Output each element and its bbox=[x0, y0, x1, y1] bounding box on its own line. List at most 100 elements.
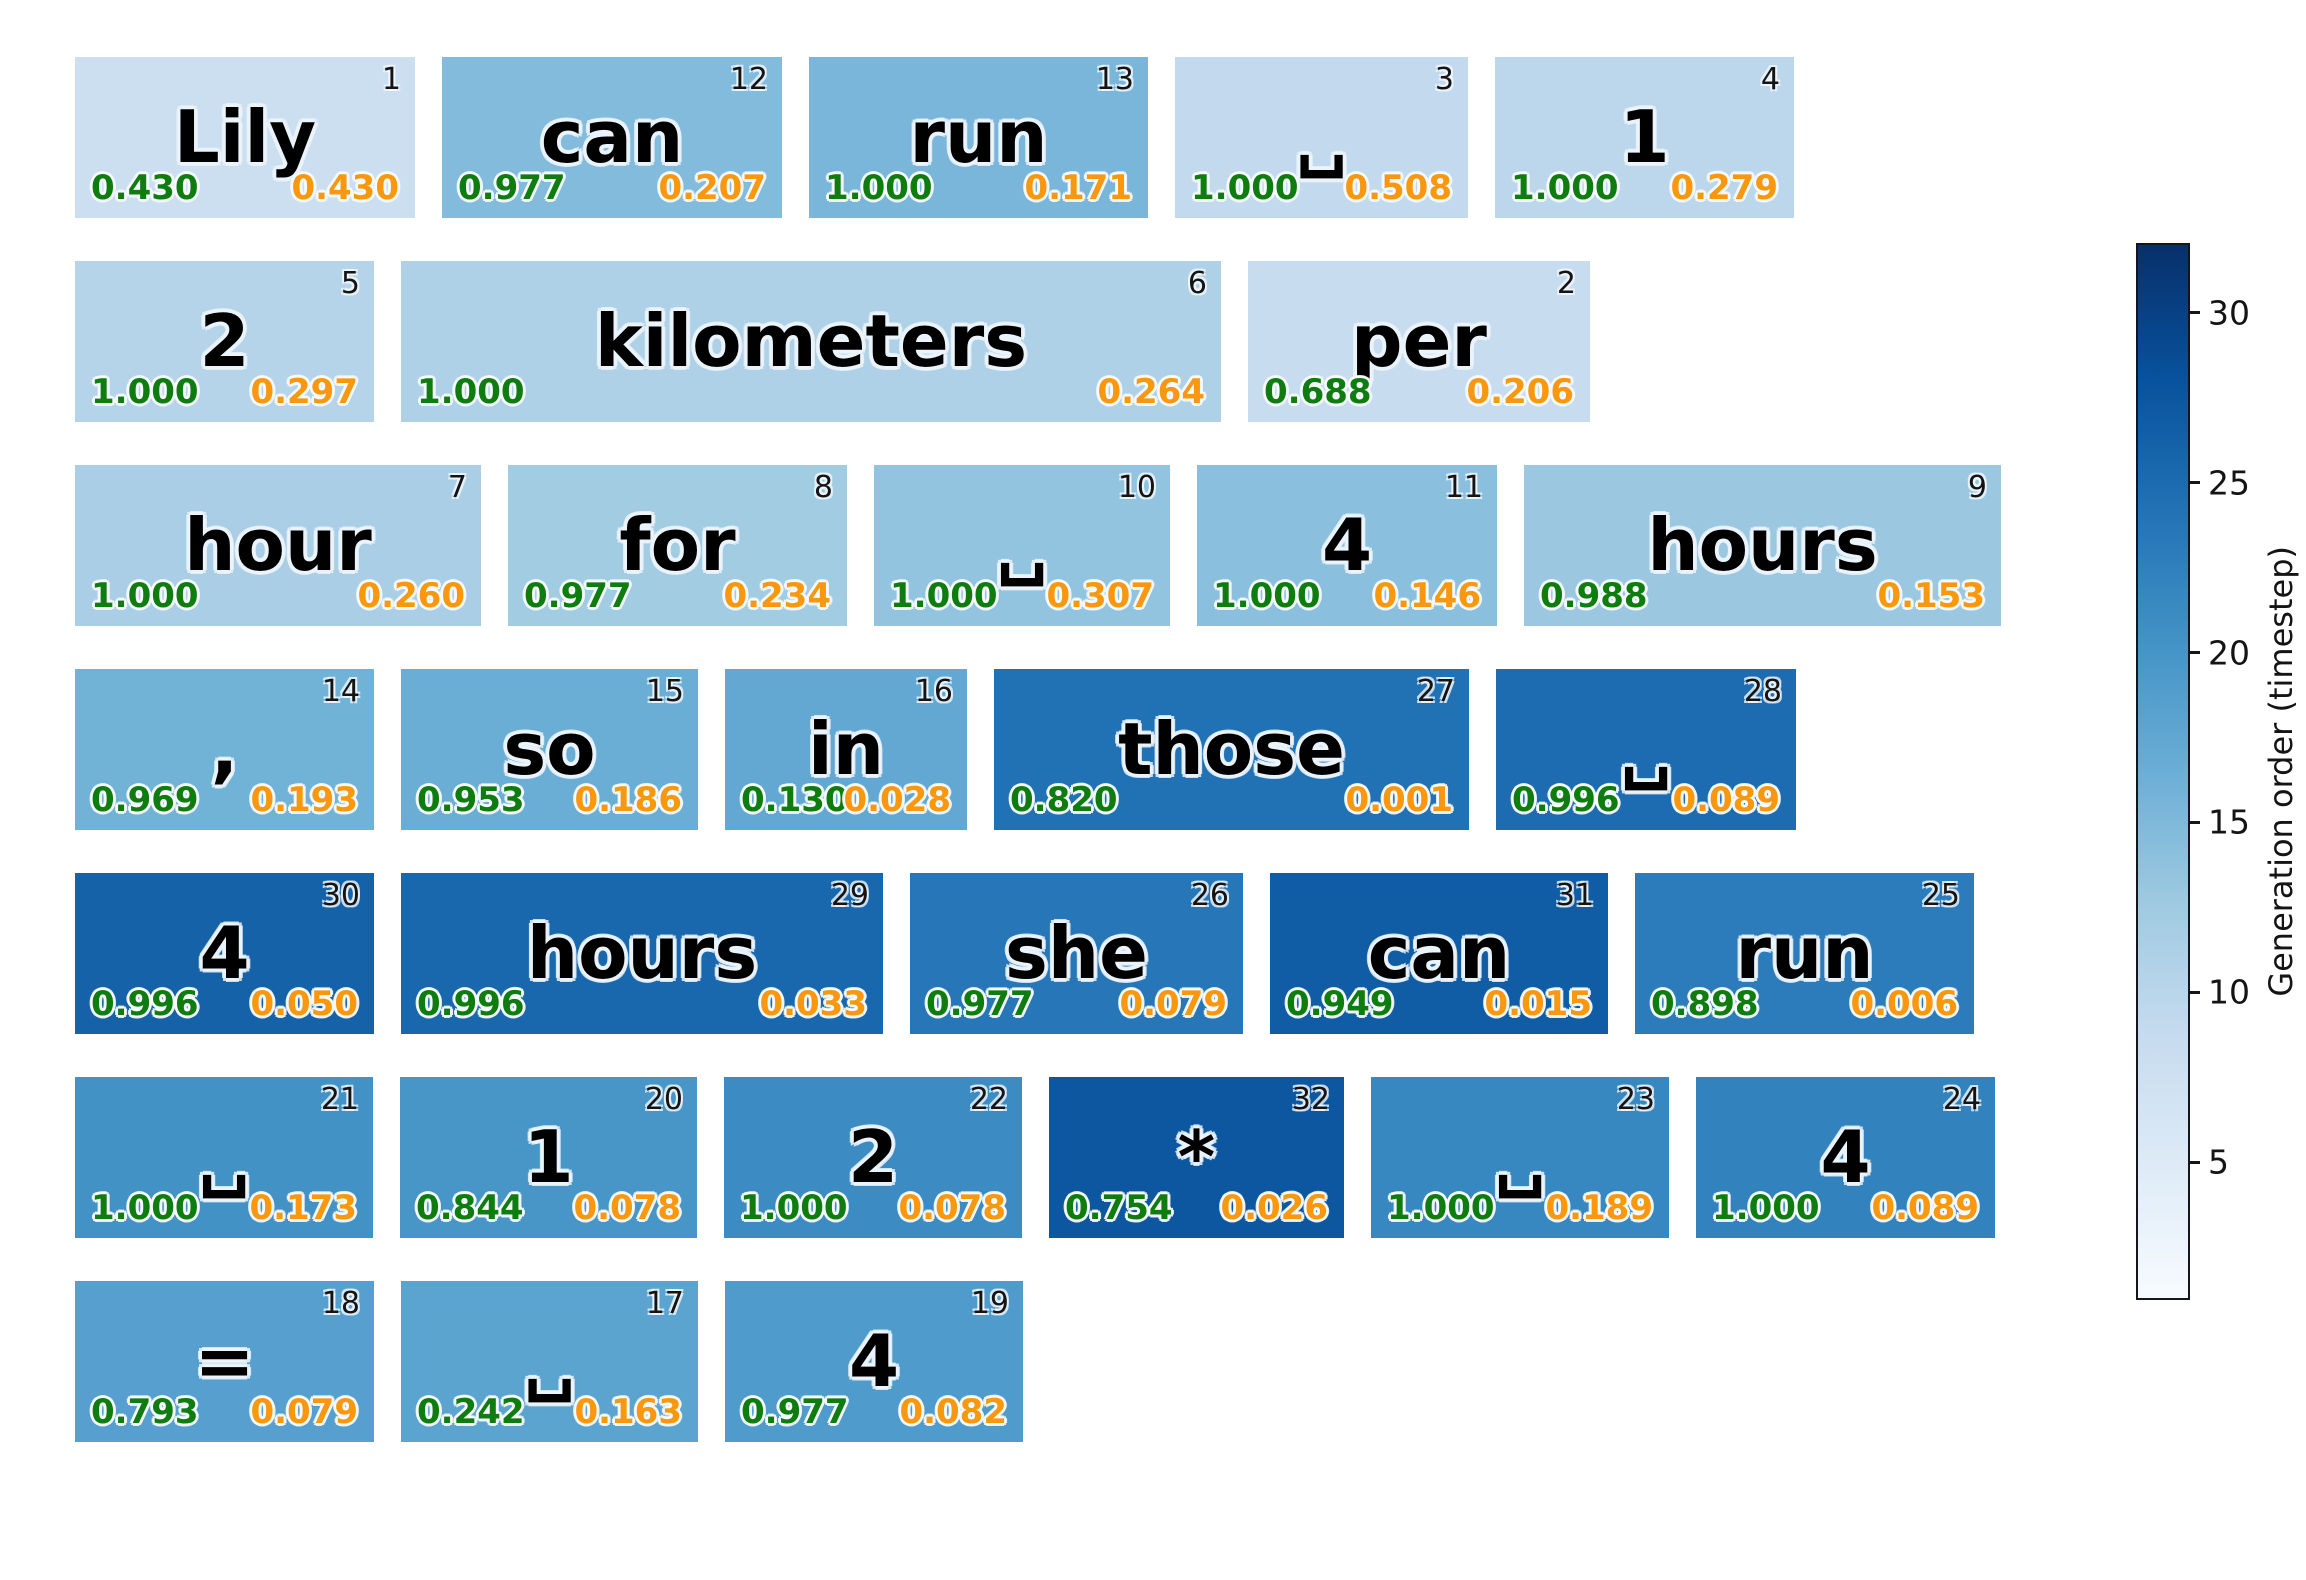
token-prob-orange: 0.193 bbox=[250, 780, 358, 820]
token-prob-orange: 0.078 bbox=[573, 1188, 681, 1228]
token-box: ␣ 3 1.000 0.508 bbox=[1175, 57, 1468, 218]
token-text: ␣ bbox=[996, 503, 1048, 587]
token-step: 27 bbox=[1416, 674, 1455, 709]
token-step: 25 bbox=[1921, 878, 1960, 913]
token-text: hour bbox=[184, 503, 372, 587]
token-prob-green: 0.996 bbox=[91, 984, 199, 1024]
token-prob-orange: 0.186 bbox=[574, 780, 682, 820]
token-prob-orange: 0.508 bbox=[1344, 168, 1452, 208]
token-box: ␣ 17 0.242 0.163 bbox=[401, 1281, 698, 1442]
token-box: 1 4 1.000 0.279 bbox=[1495, 57, 1794, 218]
token-text: 4 bbox=[848, 1319, 900, 1403]
colorbar-tick-label: 5 bbox=[2208, 1142, 2229, 1182]
token-prob-green: 1.000 bbox=[740, 1188, 848, 1228]
token-prob-orange: 0.146 bbox=[1373, 576, 1481, 616]
colorbar-tick bbox=[2188, 990, 2200, 994]
token-text: run bbox=[909, 95, 1048, 179]
token-text: 2 bbox=[199, 299, 250, 383]
colorbar-tick bbox=[2188, 1160, 2200, 1164]
token-prob-green: 0.130 bbox=[741, 780, 849, 820]
colorbar-tick-label: 25 bbox=[2208, 463, 2250, 503]
token-prob-green: 0.996 bbox=[417, 984, 525, 1024]
token-prob-orange: 0.026 bbox=[1220, 1188, 1328, 1228]
token-text: 1 bbox=[523, 1115, 574, 1199]
token-box: 4 19 0.977 0.082 bbox=[725, 1281, 1023, 1442]
token-box: run 25 0.898 0.006 bbox=[1635, 873, 1974, 1034]
token-prob-green: 0.977 bbox=[926, 984, 1034, 1024]
token-prob-green: 0.988 bbox=[1540, 576, 1648, 616]
token-text: can bbox=[540, 95, 684, 179]
token-box: 1 20 0.844 0.078 bbox=[400, 1077, 697, 1238]
token-box: can 31 0.949 0.015 bbox=[1270, 873, 1608, 1034]
token-text: for bbox=[619, 503, 736, 587]
token-prob-green: 1.000 bbox=[417, 372, 525, 412]
token-prob-green: 0.820 bbox=[1010, 780, 1118, 820]
token-grid: Lily 1 0.430 0.430 can 12 0.977 0.207 run 13 1.000… bbox=[75, 57, 2001, 1485]
token-prob-green: 1.000 bbox=[1712, 1188, 1820, 1228]
token-row: ␣ 21 1.000 0.173 1 20 0.844 0.078 2 22 1.000 0.078 *… bbox=[75, 1077, 2001, 1238]
token-step: 6 bbox=[1187, 266, 1207, 301]
token-box: 2 22 1.000 0.078 bbox=[724, 1077, 1022, 1238]
token-row: hour 7 1.000 0.260 for 8 0.977 0.234 ␣ 10 1.000 0.3… bbox=[75, 465, 2001, 626]
token-box: 2 5 1.000 0.297 bbox=[75, 261, 374, 422]
token-text: can bbox=[1367, 911, 1511, 995]
token-prob-orange: 0.171 bbox=[1024, 168, 1132, 208]
token-box: in 16 0.130 0.028 bbox=[725, 669, 967, 830]
token-step: 3 bbox=[1434, 62, 1454, 97]
token-text: those bbox=[1118, 707, 1345, 791]
token-box: ␣ 23 1.000 0.189 bbox=[1371, 1077, 1669, 1238]
token-prob-green: 1.000 bbox=[1387, 1188, 1495, 1228]
token-box: those 27 0.820 0.001 bbox=[994, 669, 1469, 830]
token-text: 4 bbox=[199, 911, 250, 995]
token-prob-orange: 0.207 bbox=[658, 168, 766, 208]
token-text: hours bbox=[526, 911, 758, 995]
token-prob-green: 1.000 bbox=[1511, 168, 1619, 208]
token-row: Lily 1 0.430 0.430 can 12 0.977 0.207 run 13 1.000… bbox=[75, 57, 2001, 218]
token-text: kilometers bbox=[594, 299, 1028, 383]
token-box: Lily 1 0.430 0.430 bbox=[75, 57, 415, 218]
token-text: she bbox=[1005, 911, 1148, 995]
token-prob-orange: 0.260 bbox=[357, 576, 465, 616]
colorbar-tick bbox=[2188, 651, 2200, 655]
token-prob-green: 0.688 bbox=[1264, 372, 1372, 412]
token-prob-orange: 0.033 bbox=[759, 984, 867, 1024]
token-text: * bbox=[1177, 1115, 1216, 1199]
token-step: 7 bbox=[447, 470, 467, 505]
token-text: run bbox=[1735, 911, 1874, 995]
colorbar-tick bbox=[2188, 481, 2200, 485]
token-box: = 18 0.793 0.079 bbox=[75, 1281, 374, 1442]
token-box: run 13 1.000 0.171 bbox=[809, 57, 1148, 218]
token-prob-orange: 0.079 bbox=[1119, 984, 1227, 1024]
token-text: hours bbox=[1647, 503, 1878, 587]
token-text: 4 bbox=[1321, 503, 1373, 587]
token-prob-orange: 0.189 bbox=[1545, 1188, 1653, 1228]
token-prob-green: 0.793 bbox=[91, 1392, 199, 1432]
token-prob-green: 0.977 bbox=[524, 576, 632, 616]
token-prob-orange: 0.082 bbox=[899, 1392, 1007, 1432]
token-step: 5 bbox=[340, 266, 360, 301]
token-prob-green: 0.898 bbox=[1651, 984, 1759, 1024]
token-step: 32 bbox=[1291, 1082, 1330, 1117]
token-prob-green: 0.977 bbox=[741, 1392, 849, 1432]
token-prob-orange: 0.089 bbox=[1871, 1188, 1979, 1228]
token-prob-green: 1.000 bbox=[91, 372, 199, 412]
token-prob-green: 0.754 bbox=[1065, 1188, 1173, 1228]
token-text: ␣ bbox=[1494, 1115, 1546, 1199]
token-box: ␣ 28 0.996 0.089 bbox=[1496, 669, 1796, 830]
token-prob-orange: 0.430 bbox=[291, 168, 399, 208]
token-box: ␣ 21 1.000 0.173 bbox=[75, 1077, 373, 1238]
token-step: 20 bbox=[644, 1082, 683, 1117]
token-prob-green: 1.000 bbox=[1191, 168, 1299, 208]
token-prob-green: 0.969 bbox=[91, 780, 199, 820]
token-prob-orange: 0.078 bbox=[898, 1188, 1006, 1228]
token-box: 4 24 1.000 0.089 bbox=[1696, 1077, 1995, 1238]
token-step: 16 bbox=[914, 674, 953, 709]
token-box: 4 11 1.000 0.146 bbox=[1197, 465, 1497, 626]
token-box: she 26 0.977 0.079 bbox=[910, 873, 1243, 1034]
colorbar-tick-label: 15 bbox=[2208, 802, 2250, 842]
token-text: 1 bbox=[1619, 95, 1670, 179]
token-step: 9 bbox=[1967, 470, 1987, 505]
token-step: 1 bbox=[381, 62, 401, 97]
token-box: , 14 0.969 0.193 bbox=[75, 669, 374, 830]
token-box: for 8 0.977 0.234 bbox=[508, 465, 847, 626]
